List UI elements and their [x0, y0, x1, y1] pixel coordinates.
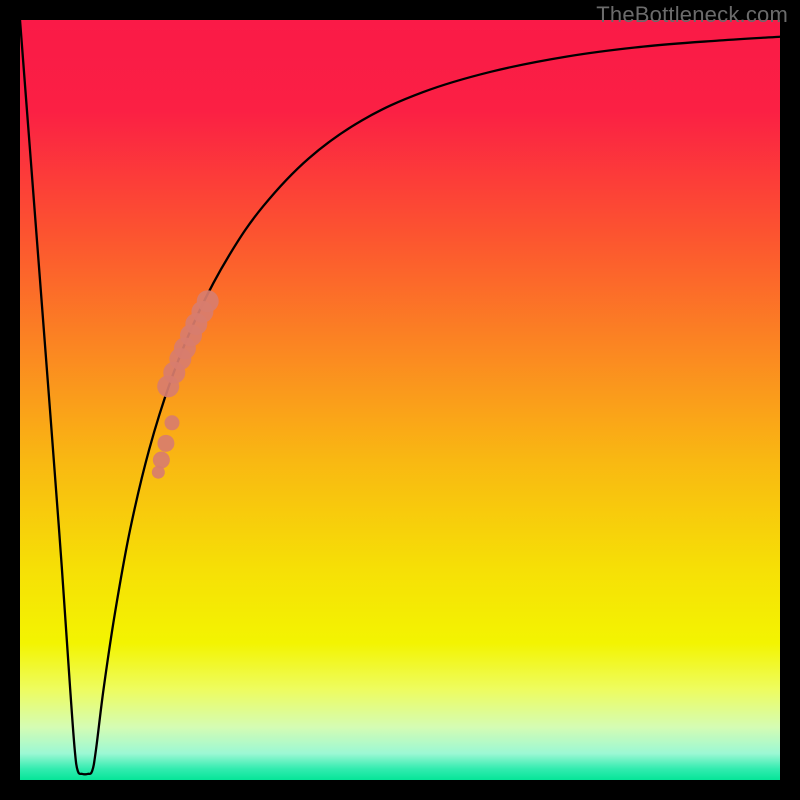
marker-dot-small — [152, 466, 165, 479]
chart-frame: TheBottleneck.com — [0, 0, 800, 800]
marker-dot-small — [157, 435, 174, 452]
marker-dot-small — [153, 452, 170, 469]
marker-dot-small — [165, 415, 180, 430]
gradient-background — [20, 20, 780, 780]
watermark-text: TheBottleneck.com — [596, 2, 788, 28]
plot-area — [20, 20, 780, 780]
chart-svg — [20, 20, 780, 780]
marker-dot — [197, 290, 219, 312]
